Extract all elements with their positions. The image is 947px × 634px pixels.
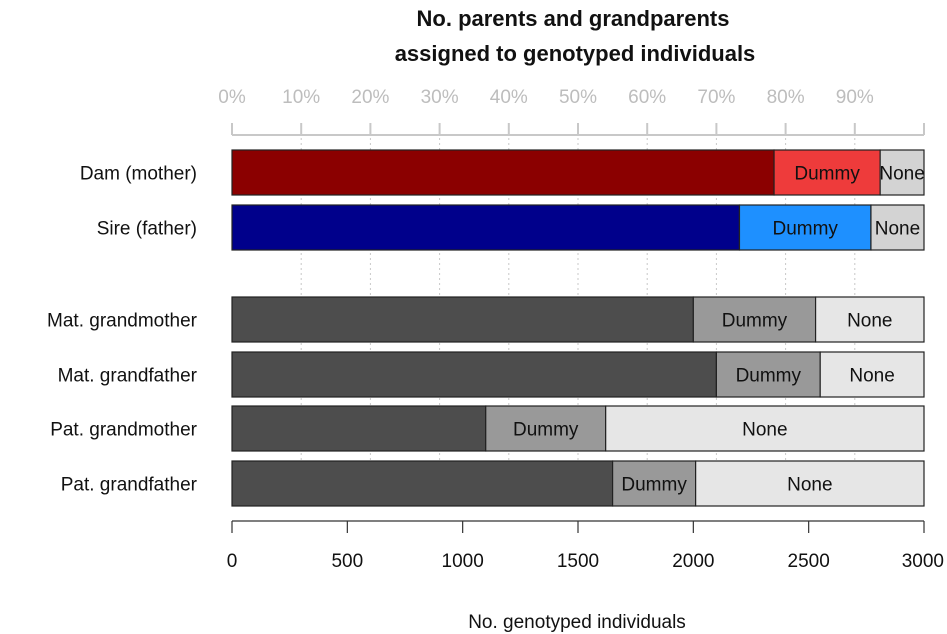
- x-tick-label: 2500: [788, 551, 830, 572]
- bar-segment: [231, 460, 614, 507]
- segment-label: None: [879, 164, 924, 185]
- bar-segment: [231, 296, 694, 343]
- segment-label: Dummy: [736, 366, 802, 387]
- segment-label: None: [742, 420, 787, 441]
- category-labels: Dam (mother) Sire (father) Mat. grandmothe…: [47, 164, 198, 496]
- bar-segment: [715, 351, 821, 398]
- chart-title-line-1: No. parents and grandparents: [417, 6, 730, 31]
- segment-label: Dummy: [794, 164, 860, 185]
- x-tick-label: 1000: [442, 551, 484, 572]
- bars: Dummy None Dummy None Dummy None Dummy None Dumm…: [231, 149, 925, 507]
- bar-segment: [738, 204, 872, 251]
- x-axis-label: No. genotyped individuals: [468, 612, 686, 633]
- segment-label: Dummy: [621, 475, 687, 496]
- top-tick-label: 70%: [697, 87, 735, 108]
- top-tick-label: 90%: [836, 87, 874, 108]
- category-label: Mat. grandfather: [58, 366, 198, 387]
- bar-segment: [611, 460, 697, 507]
- segment-label: None: [849, 366, 894, 387]
- x-tick-label: 2000: [672, 551, 714, 572]
- top-tick-label: 20%: [351, 87, 389, 108]
- chart-title-line-2: assigned to genotyped individuals: [395, 41, 756, 66]
- category-label: Pat. grandfather: [61, 475, 198, 496]
- bar-segment: [879, 149, 925, 196]
- bar-segment: [231, 405, 487, 452]
- x-tick-label: 3000: [902, 551, 944, 572]
- bar-segment: [870, 204, 925, 251]
- category-label: Dam (mother): [80, 164, 197, 185]
- top-tick-label: 0%: [218, 87, 246, 108]
- category-label: Mat. grandmother: [47, 311, 198, 332]
- segment-label: Dummy: [513, 420, 579, 441]
- top-tick-label: 30%: [421, 87, 459, 108]
- bar-segment: [773, 149, 881, 196]
- top-tick-label: 40%: [490, 87, 528, 108]
- segment-label: None: [847, 311, 892, 332]
- bar-segment: [814, 296, 925, 343]
- x-tick-label: 1500: [557, 551, 599, 572]
- x-tick-label: 0: [227, 551, 238, 572]
- top-percent-axis: 0% 10% 20% 30% 40% 50% 60% 70% 80% 90%: [218, 87, 925, 136]
- top-tick-label: 10%: [282, 87, 320, 108]
- top-tick-label: 60%: [628, 87, 666, 108]
- category-label: Pat. grandmother: [50, 420, 197, 441]
- segment-label: Dummy: [722, 311, 788, 332]
- bar-segment: [231, 351, 717, 398]
- segment-label: Dummy: [772, 219, 838, 240]
- category-label: Sire (father): [97, 219, 197, 240]
- bar-segment: [695, 460, 925, 507]
- segment-label: None: [787, 475, 832, 496]
- bar-segment: [231, 204, 741, 251]
- bar-segment: [485, 405, 607, 452]
- top-tick-label: 80%: [767, 87, 805, 108]
- bottom-x-axis: 0 500 1000 1500 2000 2500 3000: [227, 520, 944, 572]
- bar-segment: [692, 296, 817, 343]
- bar-segment: [819, 351, 925, 398]
- x-tick-label: 500: [331, 551, 363, 572]
- bar-segment: [231, 149, 775, 196]
- bar-segment: [605, 405, 925, 452]
- segment-label: None: [875, 219, 920, 240]
- top-tick-label: 50%: [559, 87, 597, 108]
